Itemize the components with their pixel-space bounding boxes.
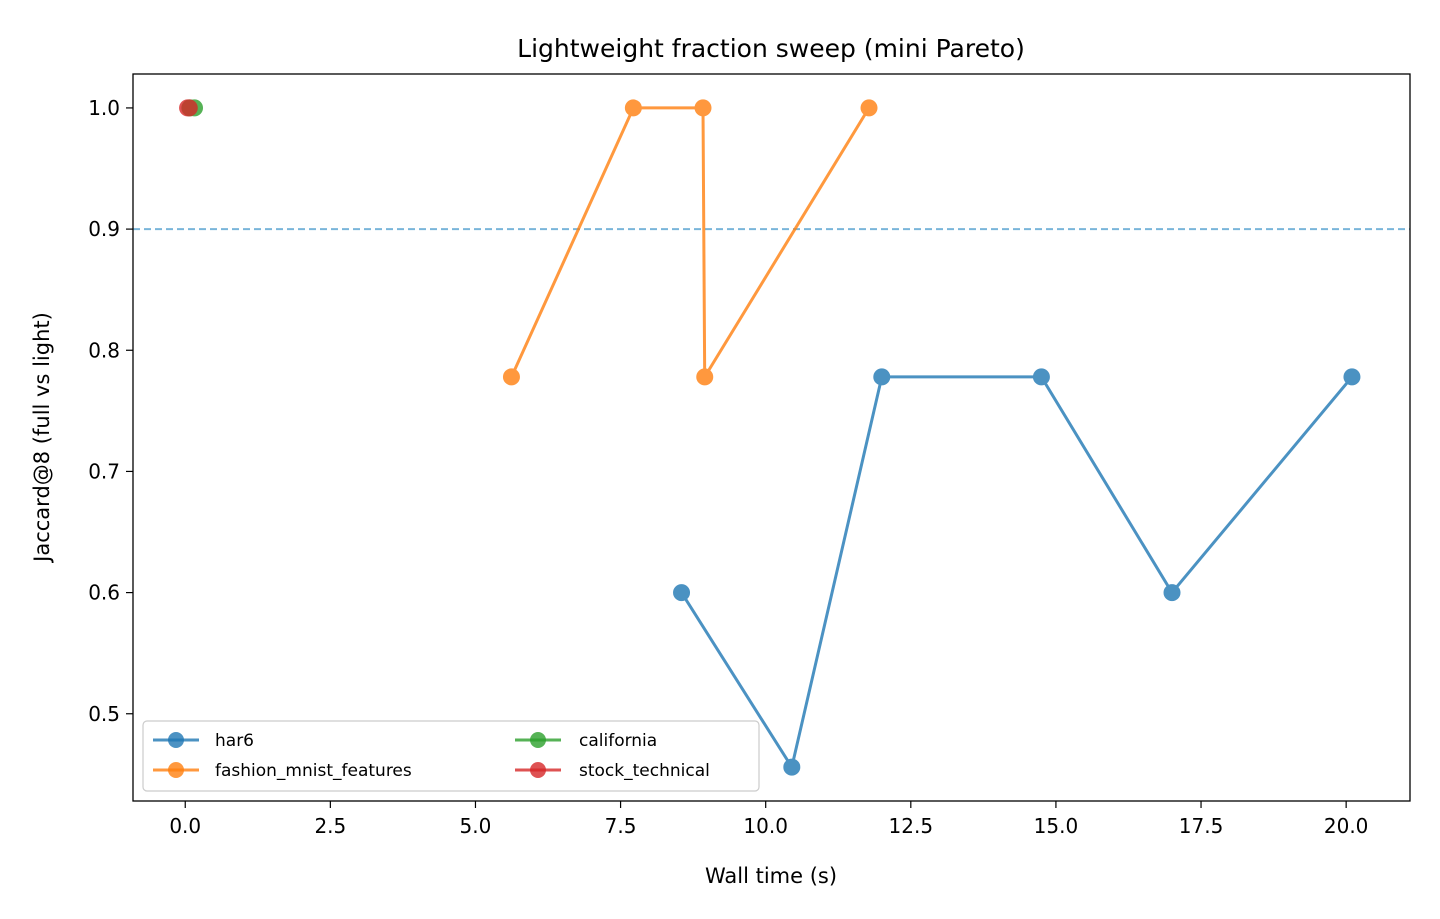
legend-entry-har6: har6 [153, 731, 254, 751]
plot-area [132, 73, 1411, 802]
legend-label: fashion_mnist_features [215, 761, 412, 781]
legend-label: california [579, 731, 657, 751]
legend-swatch-marker [530, 732, 546, 748]
legend-entry-fashion-mnist-features: fashion_mnist_features [153, 761, 412, 781]
series-stock-technical [179, 99, 198, 117]
data-point-har6 [873, 368, 891, 386]
x-tick-label: 10.0 [743, 814, 788, 838]
x-tick-label: 17.5 [1179, 814, 1224, 838]
legend: har6 fashion_mnist_features california stoc… [142, 720, 760, 792]
y-axis: 0.5 0.6 0.7 0.8 0.9 1.0 [88, 96, 133, 726]
series-group [179, 99, 1361, 776]
y-tick-label: 0.7 [88, 459, 120, 483]
x-tick-label: 15.0 [1034, 814, 1079, 838]
x-axis: 0.0 2.5 5.0 7.5 10.0 12.5 15.0 17.5 20.0 [169, 801, 1368, 838]
data-point-har6 [783, 758, 801, 776]
legend-entry-stock-technical: stock_technical [515, 761, 710, 781]
legend-swatch-marker [530, 762, 546, 778]
data-point-har6 [1163, 584, 1181, 602]
legend-entries: har6 fashion_mnist_features california stoc… [153, 731, 710, 781]
legend-label: stock_technical [579, 761, 710, 781]
y-tick-label: 0.6 [88, 581, 120, 605]
chart-title: Lightweight fraction sweep (mini Pareto) [517, 34, 1025, 63]
series-line-har6 [680, 375, 1354, 769]
x-axis-label: Wall time (s) [705, 864, 837, 888]
legend-entry-california: california [515, 731, 657, 751]
x-tick-label: 5.0 [460, 814, 492, 838]
y-axis-label: Jaccard@8 (full vs light) [30, 312, 54, 564]
series-fashion-mnist-features [502, 99, 878, 386]
plot-background [133, 74, 1410, 801]
legend-box [142, 720, 760, 792]
data-point-har6 [673, 584, 691, 602]
x-tick-label: 2.5 [314, 814, 346, 838]
y-tick-label: 1.0 [88, 96, 120, 120]
x-tick-label: 7.5 [605, 814, 637, 838]
data-point-stock-technical [180, 99, 198, 117]
y-tick-label: 0.5 [88, 702, 120, 726]
data-point-fashion-mnist-features [860, 99, 878, 117]
legend-swatch-marker [168, 762, 184, 778]
plot-frame [132, 73, 1411, 802]
data-point-har6 [1032, 368, 1050, 386]
y-tick-label: 0.9 [88, 217, 120, 241]
legend-label: har6 [215, 731, 254, 751]
data-point-fashion-mnist-features [502, 368, 520, 386]
series-har6 [673, 368, 1361, 776]
x-tick-label: 12.5 [889, 814, 934, 838]
legend-swatch-marker [168, 732, 184, 748]
data-point-fashion-mnist-features [694, 99, 712, 117]
data-point-har6 [1343, 368, 1361, 386]
data-point-fashion-mnist-features [696, 368, 714, 386]
x-tick-label: 0.0 [169, 814, 201, 838]
y-tick-label: 0.8 [88, 338, 120, 362]
data-point-fashion-mnist-features [624, 99, 642, 117]
x-tick-label: 20.0 [1324, 814, 1369, 838]
